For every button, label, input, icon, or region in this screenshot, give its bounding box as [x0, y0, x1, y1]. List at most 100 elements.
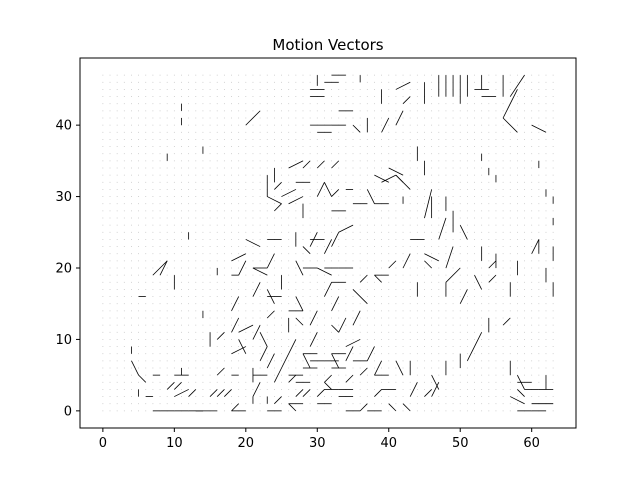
- grid-dot: [223, 274, 225, 276]
- grid-dot: [502, 239, 504, 240]
- grid-dot: [173, 181, 175, 183]
- grid-dot: [281, 167, 282, 169]
- motion-vector: [159, 260, 168, 276]
- grid-dot: [524, 146, 525, 147]
- grid-dot: [359, 289, 361, 290]
- grid-dot: [288, 346, 290, 347]
- grid-dot: [123, 239, 125, 240]
- grid-dot: [359, 367, 361, 369]
- grid-dot: [181, 231, 182, 233]
- motion-vector: [231, 296, 240, 312]
- grid-dot: [531, 117, 533, 119]
- grid-dot: [145, 153, 147, 155]
- grid-dot: [302, 224, 304, 226]
- grid-dot: [374, 260, 375, 262]
- grid-dot: [516, 81, 518, 83]
- grid-dot: [145, 410, 147, 412]
- grid-dot: [338, 167, 340, 169]
- grid-dot: [145, 139, 147, 140]
- grid-dot: [109, 89, 111, 90]
- grid-dot: [202, 246, 204, 247]
- grid-dot: [159, 281, 161, 283]
- grid-dot: [388, 346, 390, 347]
- grid-dot: [388, 139, 390, 140]
- grid-dot: [202, 74, 204, 76]
- grid-dot: [274, 289, 275, 290]
- grid-dot: [545, 360, 547, 362]
- grid-dot: [552, 331, 554, 333]
- grid-dot: [438, 181, 440, 183]
- grid-dot: [131, 317, 132, 319]
- grid-dot: [395, 167, 397, 169]
- grid-dot: [395, 160, 397, 162]
- grid-dot: [538, 96, 540, 97]
- grid-dot: [173, 74, 175, 76]
- grid-dot: [545, 153, 547, 155]
- grid-dot: [509, 131, 511, 133]
- grid-dot: [481, 239, 483, 240]
- grid-dot: [252, 124, 254, 126]
- grid-dot: [481, 189, 483, 190]
- grid-dot: [338, 260, 340, 262]
- grid-dot: [231, 239, 232, 240]
- grid-dot: [409, 146, 411, 147]
- grid-dot: [116, 267, 118, 269]
- grid-dot: [409, 339, 411, 340]
- grid-dot: [516, 324, 518, 326]
- grid-dot: [366, 353, 368, 355]
- grid-dot: [302, 281, 304, 283]
- grid-dot: [524, 103, 525, 105]
- grid-dot: [131, 310, 132, 312]
- grid-dot: [416, 367, 418, 369]
- grid-dot: [459, 346, 461, 347]
- grid-dot: [416, 89, 418, 90]
- grid-dot: [388, 96, 390, 97]
- grid-dot: [466, 181, 468, 183]
- grid-dot: [231, 74, 232, 76]
- grid-dot: [181, 267, 182, 269]
- grid-dot: [266, 203, 268, 205]
- grid-dot: [231, 274, 232, 276]
- grid-dot: [166, 203, 168, 205]
- grid-dot: [152, 260, 154, 262]
- grid-dot: [173, 124, 175, 126]
- grid-dot: [474, 146, 475, 147]
- grid-dot: [145, 131, 147, 133]
- grid-dot: [502, 267, 504, 269]
- motion-vector: [331, 189, 340, 197]
- grid-dot: [474, 174, 475, 176]
- grid-dot: [481, 339, 483, 340]
- grid-dot: [188, 217, 190, 219]
- grid-dot: [381, 324, 382, 326]
- grid-dot: [166, 296, 168, 297]
- grid-dot: [324, 117, 325, 119]
- grid-dot: [416, 317, 418, 319]
- motion-vector: [309, 332, 318, 347]
- motion-vector: [459, 224, 468, 240]
- grid-dot: [524, 189, 525, 190]
- grid-dot: [131, 374, 132, 376]
- grid-dot: [509, 246, 511, 247]
- grid-dot: [223, 160, 225, 162]
- grid-dot: [274, 360, 275, 362]
- grid-dot: [531, 310, 533, 312]
- grid-dot: [466, 324, 468, 326]
- grid-dot: [481, 317, 483, 319]
- grid-dot: [166, 74, 168, 76]
- grid-dot: [231, 89, 232, 90]
- grid-dot: [395, 81, 397, 83]
- grid-dot: [466, 403, 468, 405]
- grid-dot: [181, 353, 182, 355]
- grid-dot: [109, 167, 111, 169]
- grid-dot: [409, 153, 411, 155]
- grid-dot: [424, 117, 425, 119]
- grid-dot: [395, 110, 397, 112]
- grid-dot: [452, 267, 454, 269]
- grid-dot: [481, 139, 483, 140]
- grid-dot: [466, 296, 468, 297]
- grid-dot: [345, 103, 347, 105]
- grid-dot: [524, 310, 525, 312]
- grid-dot: [295, 117, 297, 119]
- grid-dot: [388, 324, 390, 326]
- grid-dot: [259, 296, 261, 297]
